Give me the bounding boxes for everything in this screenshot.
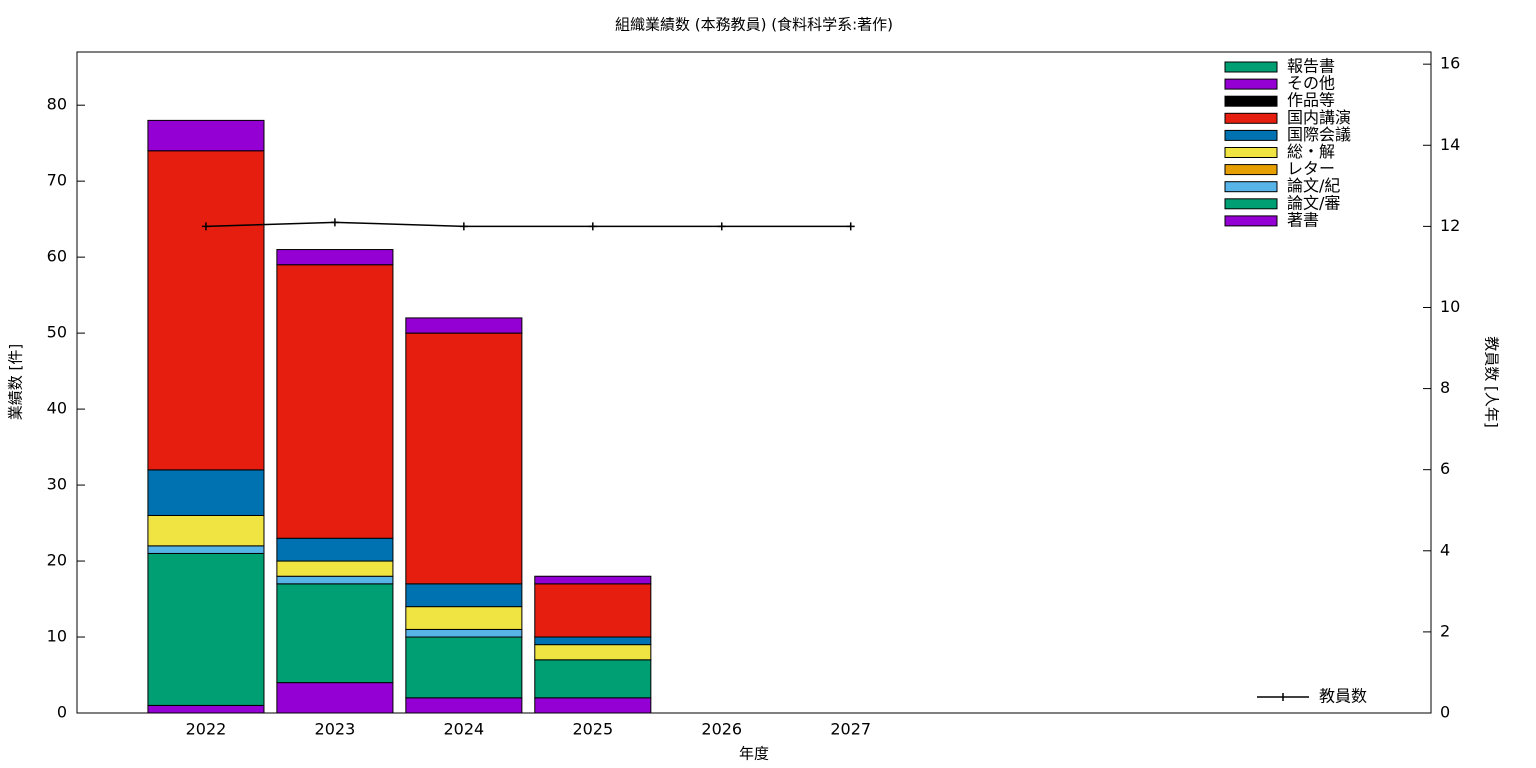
y-tick-label: 60 bbox=[47, 247, 67, 266]
plot-frame bbox=[76, 51, 1432, 714]
y2-tick-label: 16 bbox=[1440, 54, 1460, 73]
bar-segment bbox=[405, 317, 523, 334]
bar-segment bbox=[147, 119, 265, 152]
point bbox=[459, 222, 468, 231]
bar-segment bbox=[276, 264, 394, 539]
legend-label: 論文/審 bbox=[1287, 193, 1340, 212]
legend-swatch bbox=[1224, 215, 1278, 227]
y2-tick-label: 2 bbox=[1440, 621, 1450, 640]
bar-segment bbox=[147, 514, 265, 547]
bar-segment bbox=[405, 332, 523, 585]
bar-segment bbox=[405, 583, 523, 608]
bar-segment bbox=[147, 545, 265, 554]
bar-segment bbox=[276, 583, 394, 684]
legend-label: 論文/紀 bbox=[1287, 176, 1340, 195]
y2-axis-label: 教員数 [人年] bbox=[1483, 336, 1501, 427]
bar-segment bbox=[147, 704, 265, 714]
y-tick-label: 20 bbox=[47, 551, 67, 570]
bar-segment bbox=[147, 552, 265, 706]
point bbox=[330, 218, 339, 227]
bar-segment bbox=[147, 150, 265, 471]
legend-label: その他 bbox=[1287, 74, 1335, 93]
legend-label: 総・解 bbox=[1287, 142, 1335, 161]
legend-swatch bbox=[1224, 78, 1278, 90]
bar-segment bbox=[405, 636, 523, 699]
y-tick-label: 0 bbox=[57, 703, 67, 722]
x-tick-label: 2022 bbox=[186, 720, 227, 739]
legend-line bbox=[1257, 693, 1309, 701]
bar-segment bbox=[534, 583, 652, 638]
bar-segment bbox=[405, 628, 523, 638]
point bbox=[717, 222, 726, 231]
legend-swatch bbox=[1224, 95, 1278, 107]
legend-label: レター bbox=[1287, 159, 1335, 178]
legend-label: 報告書 bbox=[1287, 57, 1335, 76]
bar-segment bbox=[147, 469, 265, 516]
legend-swatch bbox=[1224, 198, 1278, 210]
y2-tick-label: 8 bbox=[1440, 378, 1450, 397]
y2-tick-label: 12 bbox=[1440, 216, 1460, 235]
y2-tick-label: 14 bbox=[1440, 135, 1460, 154]
bar-segment bbox=[534, 659, 652, 699]
y-tick-label: 30 bbox=[47, 475, 67, 494]
y2-tick-label: 4 bbox=[1440, 540, 1450, 559]
y-tick-label: 80 bbox=[47, 95, 67, 114]
bar-segment bbox=[276, 537, 394, 562]
y-tick-label: 10 bbox=[47, 627, 67, 646]
legend-label: 著書 bbox=[1287, 210, 1319, 229]
chart-title: 組織業績数 (本務教員) (食料科学系:著作) bbox=[615, 16, 893, 34]
point bbox=[588, 222, 597, 231]
legend-swatch bbox=[1224, 61, 1278, 73]
bar-segment bbox=[405, 697, 523, 714]
legend-label: 作品等 bbox=[1287, 91, 1335, 110]
bar-segment bbox=[405, 606, 523, 630]
point bbox=[846, 222, 855, 231]
y2-tick-label: 10 bbox=[1440, 297, 1460, 316]
bar-segment bbox=[534, 644, 652, 661]
x-tick-label: 2023 bbox=[315, 720, 356, 739]
bar-segment bbox=[276, 560, 394, 577]
y-axis-label: 業績数 [件] bbox=[7, 344, 25, 420]
y2-tick-label: 6 bbox=[1440, 459, 1450, 478]
x-tick-label: 2024 bbox=[443, 720, 484, 739]
bar-segment bbox=[276, 249, 394, 266]
point bbox=[201, 222, 210, 231]
y-tick-label: 70 bbox=[47, 171, 67, 190]
bar-segment bbox=[534, 636, 652, 646]
y-tick-label: 40 bbox=[47, 399, 67, 418]
x-tick-label: 2027 bbox=[830, 720, 871, 739]
bar-segment bbox=[534, 575, 652, 585]
y2-tick-label: 0 bbox=[1440, 703, 1450, 722]
bar-segment bbox=[276, 682, 394, 714]
line bbox=[205, 221, 851, 228]
legend-label: 国際会議 bbox=[1287, 125, 1351, 144]
bar-segment bbox=[534, 697, 652, 714]
y-tick-label: 50 bbox=[47, 323, 67, 342]
legend-swatch bbox=[1224, 164, 1278, 176]
x-tick-label: 2025 bbox=[572, 720, 613, 739]
legend-label: 教員数 bbox=[1319, 687, 1367, 706]
legend-swatch bbox=[1224, 181, 1278, 193]
legend-swatch bbox=[1224, 129, 1278, 141]
legend-swatch bbox=[1224, 147, 1278, 158]
x-axis-label: 年度 bbox=[739, 745, 769, 763]
legend-label: 国内講演 bbox=[1287, 108, 1351, 127]
legend-swatch bbox=[1224, 112, 1278, 124]
x-tick-label: 2026 bbox=[701, 720, 742, 739]
bar-segment bbox=[276, 575, 394, 585]
